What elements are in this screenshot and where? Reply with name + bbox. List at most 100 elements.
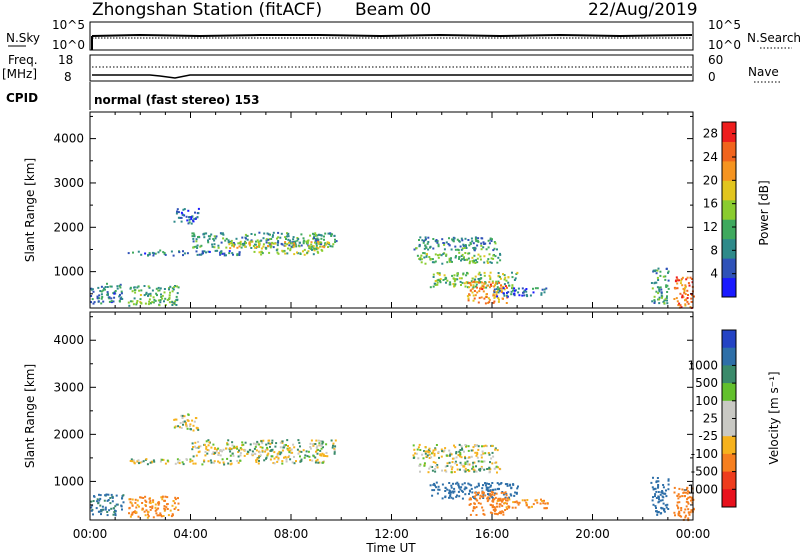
- power-cell: [287, 235, 290, 238]
- power-cell: [443, 248, 446, 251]
- velocity-cell: [523, 499, 526, 502]
- power-cell: [517, 287, 520, 290]
- power-cell: [91, 288, 94, 291]
- power-cell: [292, 238, 295, 241]
- power-y-axis-label: Slant Range [km]: [23, 158, 37, 262]
- velocity-cell: [314, 443, 317, 445]
- velocity-cell: [99, 494, 102, 497]
- power-cell: [144, 252, 147, 255]
- velocity-cell: [474, 486, 477, 489]
- power-cell: [516, 271, 519, 274]
- velocity-cell: [199, 445, 202, 448]
- power-cell: [472, 242, 475, 245]
- velocity-cell: [499, 510, 502, 513]
- power-cell: [315, 239, 318, 242]
- velocity-cell: [471, 449, 474, 452]
- velocity-cell: [419, 463, 422, 466]
- power-cell: [468, 286, 471, 289]
- velocity-cell: [266, 446, 269, 449]
- power-cell: [113, 296, 116, 299]
- power-cell: [466, 271, 468, 274]
- velocity-cell: [470, 455, 473, 458]
- velocity-cell: [440, 448, 443, 451]
- velocity-cell: [505, 494, 508, 497]
- power-cell: [176, 210, 178, 213]
- power-cell: [316, 237, 319, 240]
- velocity-cell: [506, 499, 509, 502]
- power-cell: [116, 287, 119, 290]
- power-cell: [92, 290, 95, 293]
- power-cell: [321, 245, 324, 248]
- velocity-region: [191, 439, 337, 458]
- velocity-cell: [493, 510, 496, 512]
- power-cell: [287, 232, 290, 235]
- velocity-cell: [435, 486, 438, 489]
- power-cell: [463, 246, 466, 249]
- velocity-cell: [318, 461, 321, 464]
- power-cell: [436, 240, 439, 243]
- power-cell: [487, 301, 490, 304]
- velocity-cell: [281, 441, 284, 444]
- power-cell: [313, 249, 316, 252]
- power-cell: [152, 301, 155, 304]
- power-cell: [501, 297, 504, 300]
- velocity-cell: [498, 505, 501, 508]
- velocity-cell: [279, 446, 282, 449]
- power-cell: [147, 294, 149, 297]
- power-cell: [169, 285, 172, 288]
- velocity-cell: [428, 453, 431, 456]
- power-cell: [208, 237, 211, 240]
- velocity-cell: [322, 446, 324, 449]
- power-panel-frame: [89, 111, 694, 309]
- velocity-cell: [109, 502, 112, 505]
- power-cell: [498, 289, 501, 292]
- power-cell: [329, 233, 332, 236]
- velocity-cell: [423, 464, 426, 467]
- velocity-cell: [444, 496, 447, 499]
- velocity-cell: [512, 483, 515, 486]
- power-cell: [222, 233, 225, 236]
- velocity-cell: [690, 496, 693, 499]
- velocity-cell: [412, 457, 415, 459]
- power-cell: [113, 292, 116, 295]
- power-cell: [216, 249, 219, 252]
- power-cell: [493, 247, 496, 250]
- velocity-cell: [431, 451, 434, 454]
- velocity-cell: [191, 442, 194, 445]
- power-colorbar-swatch: [722, 219, 736, 240]
- power-cell: [510, 293, 513, 296]
- power-cell: [479, 258, 482, 261]
- power-cell: [679, 304, 682, 307]
- velocity-cell: [496, 449, 499, 452]
- velocity-cell: [177, 497, 179, 500]
- power-cell: [487, 258, 490, 261]
- velocity-cell: [290, 448, 293, 451]
- power-cell: [151, 289, 154, 292]
- velocity-cell: [146, 463, 149, 466]
- power-cell: [288, 244, 291, 247]
- power-cell: [156, 294, 158, 297]
- velocity-cell: [232, 447, 235, 450]
- velocity-cell: [163, 505, 166, 508]
- x-tick-label: 12:00: [374, 527, 409, 541]
- velocity-cell: [415, 452, 418, 455]
- power-cell: [513, 279, 516, 281]
- velocity-cell: [473, 469, 476, 472]
- velocity-cell: [114, 514, 117, 517]
- velocity-cell: [656, 513, 659, 516]
- velocity-cell: [315, 450, 317, 453]
- velocity-cell: [483, 460, 486, 463]
- power-cell: [306, 240, 309, 243]
- velocity-cell: [96, 500, 99, 503]
- power-cell: [296, 239, 299, 242]
- velocity-cell: [493, 467, 496, 470]
- velocity-cell: [258, 459, 260, 462]
- velocity-cell: [676, 494, 679, 497]
- velocity-cell: [217, 452, 220, 455]
- power-cell: [689, 276, 692, 279]
- power-cell: [449, 260, 451, 263]
- velocity-cell: [476, 444, 479, 447]
- velocity-cell: [431, 466, 434, 468]
- velocity-cell: [316, 452, 319, 455]
